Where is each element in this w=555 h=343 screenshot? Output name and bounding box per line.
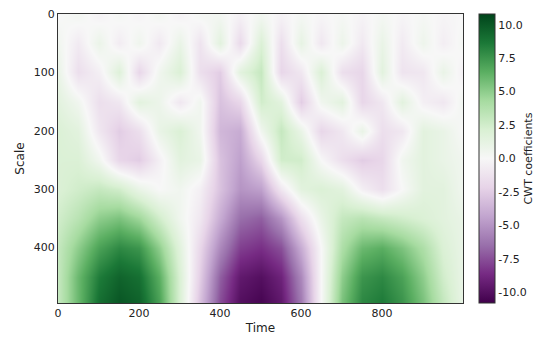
svg-text:-7.5: -7.5 xyxy=(498,253,519,266)
svg-text:-5.0: -5.0 xyxy=(498,219,519,232)
svg-text:0: 0 xyxy=(55,307,62,320)
svg-text:10.0: 10.0 xyxy=(498,19,523,32)
svg-text:600: 600 xyxy=(291,307,312,320)
svg-text:0: 0 xyxy=(48,8,55,21)
svg-text:0.0: 0.0 xyxy=(498,152,516,165)
svg-text:-2.5: -2.5 xyxy=(498,186,519,199)
svg-text:200: 200 xyxy=(129,307,150,320)
svg-text:7.5: 7.5 xyxy=(498,52,516,65)
svg-text:800: 800 xyxy=(372,307,393,320)
svg-text:Scale: Scale xyxy=(13,142,27,174)
svg-text:400: 400 xyxy=(34,241,55,254)
svg-text:100: 100 xyxy=(34,66,55,79)
svg-text:5.0: 5.0 xyxy=(498,85,516,98)
svg-text:400: 400 xyxy=(210,307,231,320)
svg-text:2.5: 2.5 xyxy=(498,119,516,132)
svg-text:Time: Time xyxy=(245,321,275,335)
svg-text:CWT coefficients: CWT coefficients xyxy=(522,112,535,204)
svg-text:200: 200 xyxy=(34,125,55,138)
svg-text:300: 300 xyxy=(34,183,55,196)
svg-text:-10.0: -10.0 xyxy=(498,286,526,299)
